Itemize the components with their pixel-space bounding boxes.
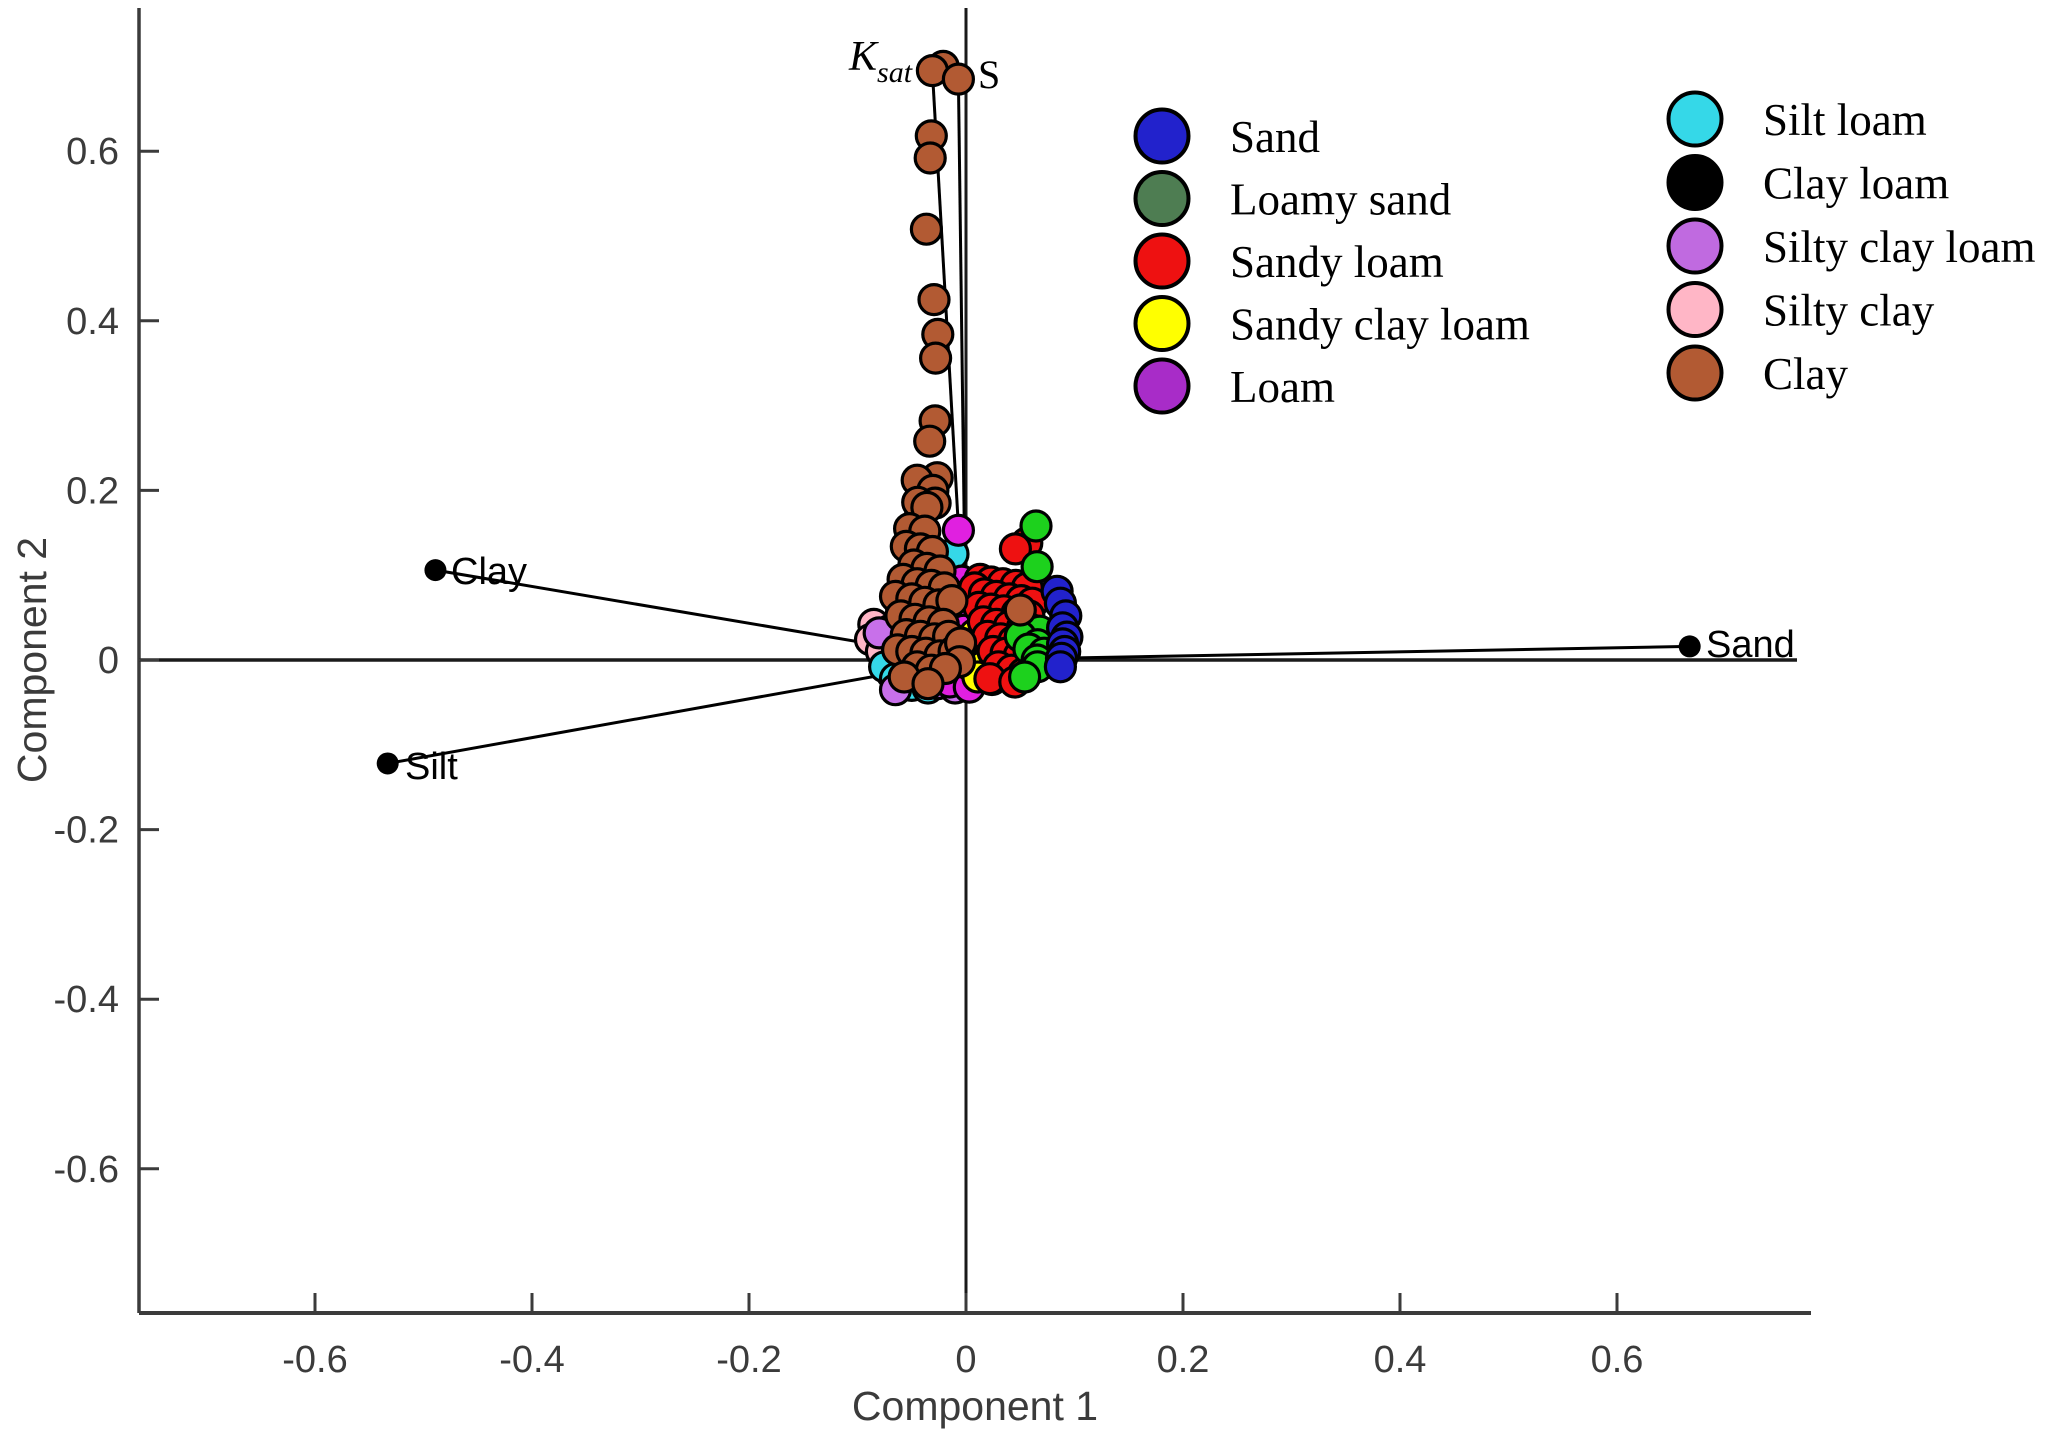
legend-item-sandy-clay-loam[interactable]: Sandy clay loam: [1133, 295, 1530, 352]
legend-text-clay-loam: Clay loam: [1763, 159, 1949, 209]
legend-marker-sandy-clay-loam: [1133, 295, 1191, 352]
x-tick-label: -0.6: [282, 1339, 347, 1381]
legend-item-loam[interactable]: Loam: [1133, 357, 1335, 415]
vector-line-sand: [965, 644, 1690, 662]
vector-label-s: S: [978, 52, 1000, 97]
legend-marker-silty-clay: [1666, 281, 1724, 338]
legend-marker-sand: [1133, 107, 1191, 165]
data-point-loamy-sand[interactable]: [1019, 509, 1053, 543]
legend-item-sandy-loam[interactable]: Sandy loam: [1133, 232, 1444, 290]
legend-item-sand[interactable]: Sand: [1133, 107, 1321, 165]
x-tick-label: -0.4: [499, 1339, 564, 1381]
vector-label-sand: Sand: [1706, 624, 1795, 666]
vector-label-clay: Clay: [451, 551, 527, 593]
legend-marker-loam: [1133, 357, 1191, 415]
legend-text-silt-loam: Silt loam: [1763, 95, 1927, 145]
x-axis-title: Component 1: [852, 1383, 1098, 1429]
vector-labels-layer: Ksat S Clay Silt Sand: [376, 34, 1795, 788]
scatter-points-layer: [853, 49, 1084, 707]
vector-line-silt: [387, 658, 967, 765]
x-tick-label: 0.6: [1591, 1339, 1644, 1381]
y-tick-label: 0.2: [66, 470, 119, 512]
series-clay: [878, 49, 1037, 701]
legend-marker-silty-clay-loam: [1666, 217, 1724, 275]
data-point-clay[interactable]: [913, 424, 947, 458]
legend-item-clay[interactable]: Clay: [1666, 344, 1849, 402]
x-tick-label: -0.2: [716, 1339, 781, 1381]
legend-text-silty-clay-loam: Silty clay loam: [1763, 222, 2035, 272]
legend-layer: Sand Loamy sand Sandy loam Sandy clay loam L…: [1133, 90, 2036, 415]
data-point-clay[interactable]: [941, 62, 976, 96]
legend-marker-clay: [1666, 344, 1724, 402]
data-point-clay[interactable]: [911, 667, 945, 701]
legend-text-sandy-clay-loam: Sandy clay loam: [1230, 300, 1530, 350]
x-tick-label: 0.4: [1374, 1339, 1427, 1381]
legend-marker-clay-loam: [1666, 154, 1724, 211]
legend-text-sand: Sand: [1230, 112, 1320, 162]
legend-item-silt-loam[interactable]: Silt loam: [1666, 90, 1927, 148]
legend-text-clay: Clay: [1763, 349, 1848, 399]
legend-item-loamy-sand[interactable]: Loamy sand: [1133, 170, 1452, 227]
vector-endpoint-sand[interactable]: [1678, 635, 1701, 658]
axes-layer: -0.6 -0.4 -0.2 0 0.2 0.4 0.6 -0.6 -0.4 -0.2 0 0.2 0.…: [54, 8, 1811, 1381]
legend-column-1: Sand Loamy sand Sandy loam Sandy clay loam L…: [1133, 107, 1530, 415]
legend-column-2: Silt loam Clay loam Silty clay loam Silty c…: [1666, 90, 2036, 402]
y-tick-label: 0.4: [66, 301, 119, 343]
legend-text-silty-clay: Silty clay: [1763, 286, 1935, 336]
data-point-clay[interactable]: [913, 141, 947, 175]
data-point-sand[interactable]: [1043, 650, 1078, 684]
data-point-clay[interactable]: [918, 341, 953, 375]
data-point-sandy-loam[interactable]: [998, 532, 1033, 566]
vector-label-silt: Silt: [405, 746, 458, 788]
legend-text-loam: Loam: [1230, 362, 1335, 412]
legend-text-loamy-sand: Loamy sand: [1230, 175, 1451, 225]
x-tick-label: 0.2: [1157, 1339, 1210, 1381]
legend-item-silty-clay[interactable]: Silty clay: [1666, 281, 1935, 338]
y-tick-label: -0.6: [54, 1149, 119, 1191]
legend-marker-loamy-sand: [1133, 170, 1191, 227]
y-tick-label: -0.2: [54, 810, 119, 852]
data-point-loam[interactable]: [941, 513, 976, 547]
data-point-loamy-sand[interactable]: [1007, 660, 1042, 694]
vector-endpoint-clay[interactable]: [424, 559, 447, 582]
y-tick-label: -0.4: [54, 979, 119, 1021]
y-tick-label: 0.6: [66, 131, 119, 173]
legend-item-clay-loam[interactable]: Clay loam: [1666, 154, 1950, 211]
y-tick-label: 0: [98, 640, 119, 682]
series-sand: [1040, 574, 1084, 684]
data-point-clay[interactable]: [917, 283, 951, 317]
data-point-clay[interactable]: [1003, 593, 1037, 627]
legend-text-sandy-loam: Sandy loam: [1230, 237, 1444, 287]
y-axis-title: Component 2: [9, 537, 55, 783]
legend-item-silty-clay-loam[interactable]: Silty clay loam: [1666, 217, 2036, 275]
data-point-loamy-sand[interactable]: [1020, 550, 1054, 584]
x-tick-label: 0: [955, 1339, 976, 1381]
vector-label-ksat: Ksat: [848, 34, 913, 89]
data-point-clay[interactable]: [909, 212, 944, 246]
vector-endpoint-silt[interactable]: [376, 752, 399, 775]
legend-marker-silt-loam: [1666, 90, 1724, 148]
legend-marker-sandy-loam: [1133, 232, 1191, 290]
